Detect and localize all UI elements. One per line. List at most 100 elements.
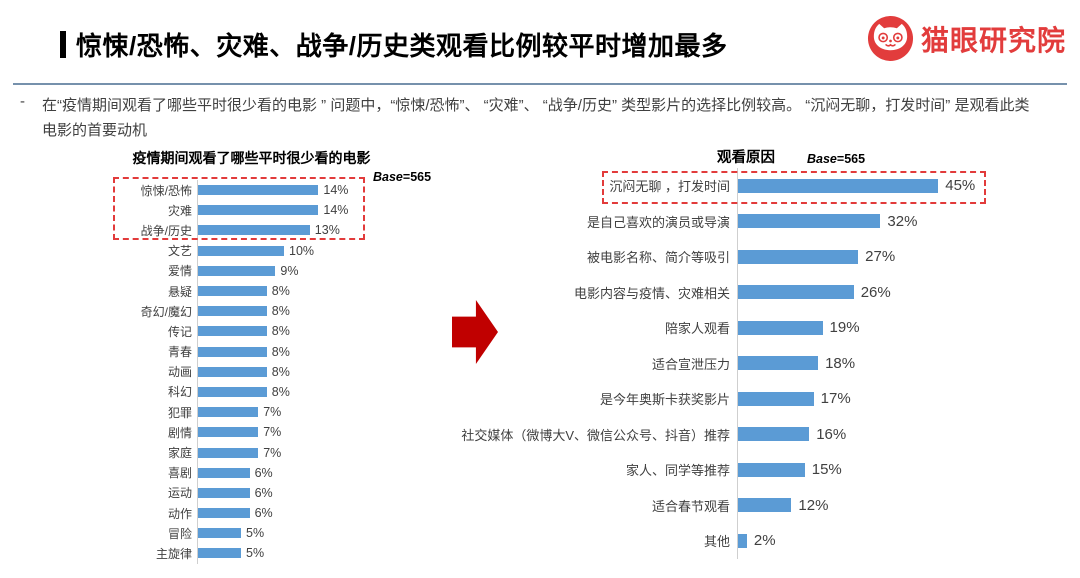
bar [198,185,319,196]
value-label: 45% [945,177,976,195]
plot-area: 6% [197,462,440,483]
bar [198,326,267,337]
plot-area: 8% [197,321,440,342]
bar [738,498,792,513]
plot-area: 8% [197,301,440,322]
chart-row: 其他 2% [450,523,1025,559]
category-label: 主旋律 [155,546,192,561]
category-label: 爱情 [167,264,192,279]
plot-area: 8% [197,361,440,382]
plot-area: 9% [197,260,440,281]
chart-row: 是自己喜欢的演员或导演 32% [450,203,1025,239]
plot-area: 17% [737,381,1025,417]
chart-row: 悬疑 8% [110,280,440,302]
base-value: =565 [836,152,866,166]
value-label: 7% [263,425,282,440]
chart-row: 犯罪 7% [110,402,440,423]
category-label: 是今年奥斯卡获奖影片 [599,392,730,408]
chart-row: 爱情 9% [110,260,440,281]
chart-row: 青春 8% [110,341,440,362]
plot-area: 15% [737,452,1025,488]
category-label: 科幻 [167,385,192,400]
plot-area: 5% [197,543,440,564]
category-label: 沉闷无聊 ，打发时间 [609,179,730,195]
value-label: 13% [314,223,340,238]
bar [198,467,250,478]
category-label: 剧情 [167,425,192,440]
plot-area: 16% [737,416,1025,452]
chart-row: 适合春节观看 12% [450,487,1025,523]
page-title-text: 惊悚/恐怖、灾难、战争/历史类观看比例较平时增加最多 [76,31,728,61]
category-label: 战争/历史 [140,223,192,238]
title-accent-bar [60,31,66,58]
header-divider [13,83,1067,85]
plot-area: 45% [737,168,1025,204]
brand-logo: 猫眼研究院 [867,15,1066,62]
category-label: 犯罪 [167,405,192,420]
bar [198,245,284,256]
chart-row: 运动 6% [110,482,440,503]
value-label: 8% [271,384,290,399]
chart-row: 动画 8% [110,361,440,382]
bar [198,225,310,236]
category-label: 文艺 [167,244,192,259]
category-label: 适合春节观看 [651,498,730,514]
brand-name: 猫眼研究院 [920,24,1066,56]
bullet-dash: - [20,93,25,110]
plot-area: 2% [737,523,1025,559]
chart-watched-genres: 疫情期间观看了哪些平时很少看的电影 Base=565 惊悚/恐怖 14% 灾难 14%… [110,146,450,571]
category-label: 家庭 [167,446,192,461]
chart-watch-reasons: 观看原因 Base=565 沉闷无聊 ，打发时间 45% 是自己喜欢的演员或导演 32… [450,140,1032,570]
bar [198,265,276,276]
plot-area: 7% [197,442,440,463]
maoyan-cat-icon [867,15,914,62]
chart-row: 沉闷无聊 ，打发时间 45% [450,168,1025,204]
category-label: 是自己喜欢的演员或导演 [586,214,730,230]
value-label: 12% [798,496,829,514]
chart-row: 家庭 7% [110,442,440,463]
chart-row: 冒险 5% [110,523,440,544]
plot-area: 8% [197,381,440,403]
plot-area: 26% [737,274,1025,310]
value-label: 8% [271,284,290,299]
value-label: 5% [246,546,265,561]
chart-row: 适合宣泄压力 18% [450,345,1025,381]
chart-title: 观看原因 [717,150,775,166]
value-label: 14% [323,203,349,218]
bar [738,356,819,371]
summary-block: - 在“疫情期间观看了哪些平时很少看的电影 ” 问题中，“惊悚/恐怖”、 “灾难… [20,93,1036,143]
category-label: 喜剧 [167,466,192,481]
chart-row: 灾难 14% [110,200,440,221]
value-label: 17% [820,390,851,408]
plot-area: 12% [737,487,1025,523]
chart-row: 战争/历史 13% [110,220,440,241]
chart-row: 是今年奥斯卡获奖影片 17% [450,381,1025,417]
value-label: 8% [271,344,290,359]
bar [198,508,250,519]
base-label: Base=565 [807,152,865,166]
category-label: 动画 [167,365,192,380]
value-label: 6% [254,465,273,480]
value-label: 2% [753,532,776,550]
base-prefix: Base [807,152,837,166]
chart-row: 主旋律 5% [110,543,440,564]
value-label: 6% [254,485,273,500]
chart-row: 电影内容与疫情、灾难相关 26% [450,274,1025,310]
plot-area: 5% [197,523,440,544]
chart-row: 被电影名称、简介等吸引 27% [450,239,1025,275]
value-label: 27% [865,248,896,266]
category-label: 电影内容与疫情、灾难相关 [573,285,730,301]
bar [738,214,881,229]
bar [198,487,250,498]
category-label: 陪家人观看 [664,321,730,337]
category-label: 适合宣泄压力 [651,356,730,372]
bar [738,427,810,442]
bar [738,533,747,548]
bar [198,447,259,458]
plot-area: 14% [197,180,440,201]
bar [738,178,939,193]
value-label: 8% [271,364,290,379]
bar [198,366,267,377]
value-label: 5% [246,526,265,541]
value-label: 16% [816,425,847,443]
